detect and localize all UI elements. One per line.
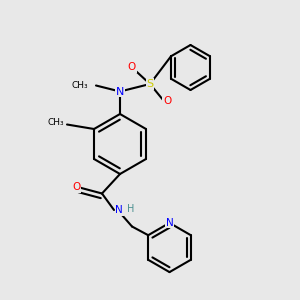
Text: N: N	[166, 218, 173, 228]
Text: N: N	[116, 86, 124, 97]
Text: O: O	[128, 62, 136, 73]
Text: N: N	[116, 205, 123, 215]
Text: O: O	[72, 182, 81, 193]
Text: S: S	[146, 79, 154, 89]
Text: O: O	[163, 95, 171, 106]
Text: CH₃: CH₃	[72, 81, 88, 90]
Text: CH₃: CH₃	[48, 118, 64, 127]
Text: H: H	[127, 203, 134, 214]
